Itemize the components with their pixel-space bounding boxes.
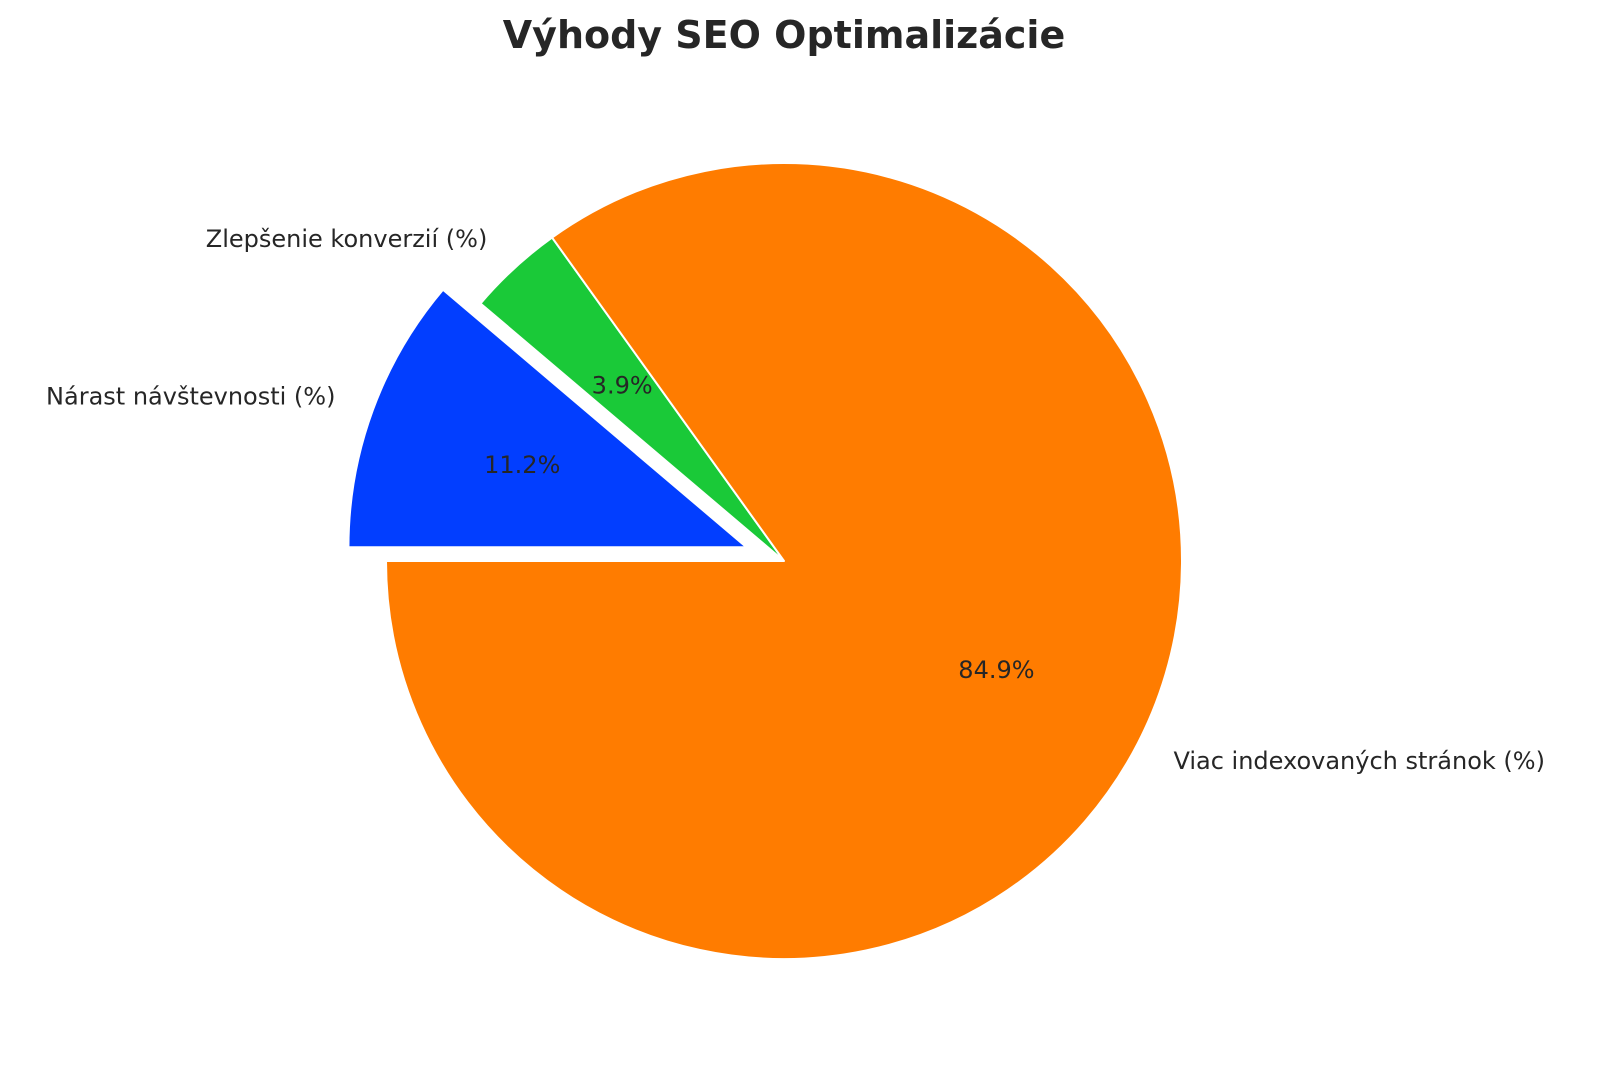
pie-labels: Nárast návštevnosti (%) 11.2% Zlepšenie ko…: [46, 225, 1545, 775]
pct-label-narast-navstevnosti: 11.2%: [484, 451, 560, 479]
pie-slices: [347, 162, 1183, 960]
slice-label-viac-indexovanych-stranok: Viac indexovaných stránok (%): [1173, 747, 1545, 775]
pct-label-viac-indexovanych-stranok: 84.9%: [958, 656, 1034, 684]
slice-label-zlepsenie-konverzii: Zlepšenie konverzií (%): [206, 225, 488, 253]
chart-title: Výhody SEO Optimalizácie: [503, 13, 1065, 57]
pie-slice-narast-navstevnosti: [347, 288, 748, 549]
pct-label-zlepsenie-konverzii: 3.9%: [592, 371, 653, 399]
pie-slice-viac-indexovanych-stranok: [385, 162, 1183, 960]
slice-label-narast-navstevnosti: Nárast návštevnosti (%): [46, 382, 335, 410]
